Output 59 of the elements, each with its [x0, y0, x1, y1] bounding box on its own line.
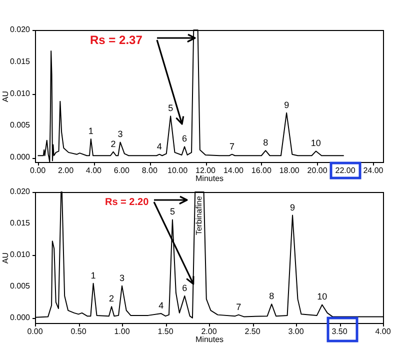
y-tick-label: 0.010: [10, 88, 31, 98]
x-tick-label: 18.00: [279, 166, 300, 175]
y-tick-label: 0.020: [10, 25, 31, 34]
x-tick-label: 4.00: [375, 327, 392, 336]
x-tick-label: 2.50: [244, 327, 261, 336]
annotation: 9: [284, 100, 290, 110]
x-tick-label: 8.00: [142, 166, 158, 175]
x-tick-label: 0.00: [27, 327, 44, 336]
annotation: 10: [310, 138, 321, 148]
annotation: 7: [236, 302, 242, 312]
x-tick-label: 1.00: [114, 327, 130, 336]
x-tick-label: 3.00: [288, 327, 304, 336]
annotation: 8: [269, 291, 274, 302]
annotation: 6: [182, 134, 188, 144]
annotation: 8: [263, 138, 268, 148]
x-tick-label: 0.50: [70, 327, 87, 336]
x-tick-label: 3.50: [332, 327, 348, 336]
annotation: 6: [182, 282, 188, 293]
x-tick-label: 20.00: [307, 166, 328, 175]
x-tick-label: 1.50: [158, 327, 174, 336]
x-tick-label: 14.00: [223, 166, 244, 175]
annotation: 2: [109, 294, 114, 304]
annotation: 5: [168, 103, 174, 114]
y-axis-title: AU: [1, 90, 10, 102]
x-tick-label: 12.00: [195, 166, 216, 175]
annotation: 4: [158, 300, 164, 311]
annotation: 1: [90, 270, 96, 280]
x-tick-label: 16.00: [251, 166, 272, 175]
x-tick-label: 2.00: [58, 166, 74, 175]
x-tick-label: 10.00: [168, 166, 188, 175]
y-tick-label: 0.000: [10, 152, 31, 162]
x-tick-label: 2.00: [201, 327, 218, 336]
y-tick-label: 0.020: [10, 187, 31, 196]
annotation: 1: [88, 126, 94, 136]
annotation: 2: [110, 138, 116, 149]
x-tick-label: 24.00: [363, 166, 384, 175]
x-tick-label: 22.00: [335, 166, 356, 175]
y-tick-label: 0.005: [10, 281, 31, 290]
annotation: 7: [230, 141, 235, 152]
annotation: Terbinafine: [194, 195, 204, 236]
y-tick-label: 0.000: [10, 312, 31, 322]
annotation: Rs = 2.37: [90, 33, 143, 47]
annotation: Rs = 2.20: [105, 197, 150, 208]
annotation: 3: [119, 272, 125, 283]
x-axis-title: Minutes: [195, 335, 224, 344]
annotation: 9: [290, 202, 296, 212]
y-tick-label: 0.010: [10, 250, 31, 259]
x-axis-title: Minutes: [195, 174, 224, 183]
annotation: 10: [317, 292, 328, 302]
x-tick-label: 0.00: [30, 166, 46, 175]
y-tick-label: 0.005: [10, 120, 31, 130]
x-tick-label: 6.00: [114, 166, 130, 175]
annotation: 5: [170, 206, 175, 217]
y-axis-title: AU: [1, 252, 10, 264]
x-tick-label: 4.00: [86, 166, 102, 175]
y-tick-label: 0.015: [10, 56, 31, 66]
annotation: 3: [118, 129, 123, 140]
y-tick-label: 0.015: [10, 218, 31, 228]
annotation: 4: [156, 141, 162, 152]
